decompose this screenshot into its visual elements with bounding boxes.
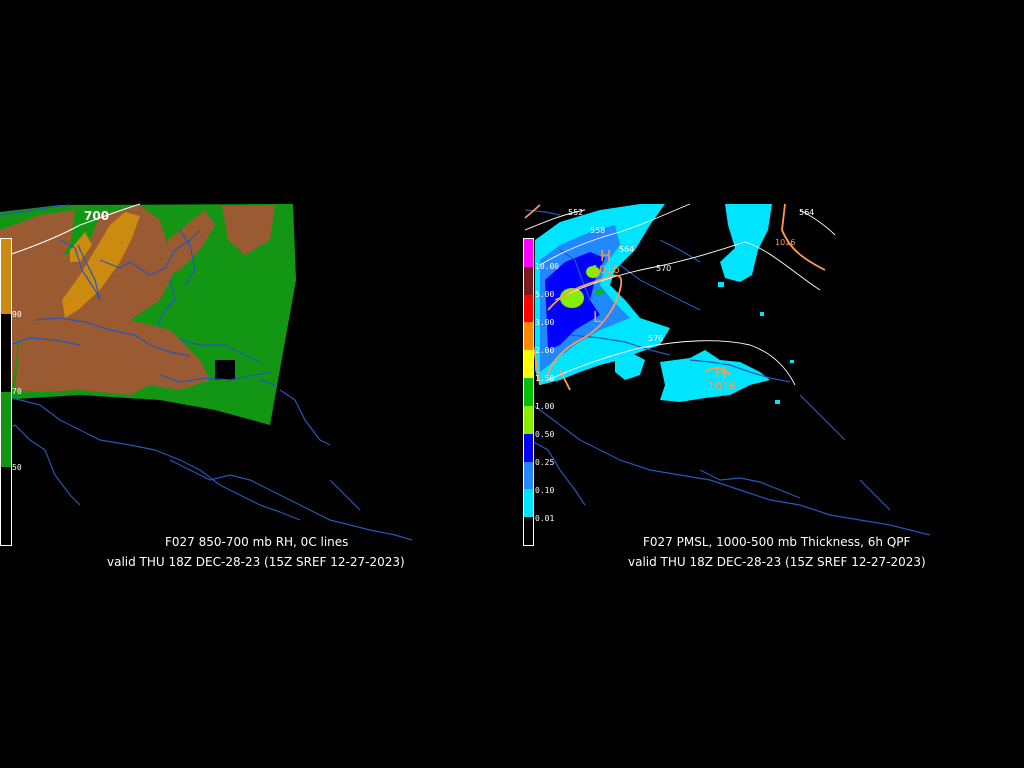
colorbar-swatch: [524, 350, 533, 379]
thickness-label-570: 570: [656, 264, 671, 273]
right-colorbar-label: 10.00: [535, 262, 560, 271]
rh-brown-ridge: [165, 210, 215, 275]
qpf-001-hispaniola: [660, 350, 770, 402]
left-colorbar-label-70: 70: [12, 387, 22, 396]
left-colorbar: [0, 238, 12, 546]
colorbar-swatch: [524, 489, 533, 518]
colorbar-swatch: [524, 239, 533, 267]
colorbar-swatch: [524, 378, 533, 406]
qpf-speck: [790, 360, 794, 363]
left-map-title: F027 850-700 mb RH, 0C lines: [165, 535, 349, 549]
colorbar-swatch: [524, 517, 533, 545]
right-colorbar-label: 0.25: [535, 458, 555, 467]
colorbar-swatch: [524, 405, 533, 434]
rh-brown-northeast: [222, 205, 275, 255]
thickness-label-558: 558: [590, 226, 605, 235]
right-colorbar-label: 0.10: [535, 486, 555, 495]
thickness-label-576: 576: [648, 334, 663, 343]
coastlines-left: [0, 204, 413, 541]
thickness-contours: [524, 203, 836, 386]
colorbar-swatch: [524, 461, 533, 490]
qpf-050-blob-2: [586, 266, 600, 278]
low-pressure-marker: L: [593, 308, 602, 326]
isobar-label-1016-south: 1016: [708, 380, 736, 393]
rh-brown-west: [0, 210, 75, 390]
isotherm-label-700: 700: [84, 209, 109, 223]
colorbar-swatch: [524, 433, 533, 462]
left-colorbar-label-90: 90: [12, 310, 22, 319]
qpf-001-cuba: [615, 352, 645, 380]
rh-moist-band: [62, 212, 140, 318]
right-colorbar-label: 2.00: [535, 346, 555, 355]
thickness-label-552: 552: [568, 208, 583, 217]
right-colorbar-label: 0.01: [535, 514, 555, 523]
thickness-label-564-east: 564: [799, 208, 814, 217]
qpf-speck: [760, 312, 764, 316]
right-colorbar-label: 3.00: [535, 318, 555, 327]
left-colorbar-label-50: 50: [12, 463, 22, 472]
high-pressure-marker: H: [600, 247, 611, 265]
right-colorbar-label: 1.00: [535, 402, 555, 411]
left-map-valid-time: valid THU 18Z DEC-28-23 (15Z SREF 12-27-…: [107, 555, 405, 569]
colorbar-swatch: [524, 322, 533, 351]
colorbar-swatch: [524, 266, 533, 295]
right-colorbar-label: 0.50: [535, 430, 555, 439]
right-map-title: F027 PMSL, 1000-500 mb Thickness, 6h QPF: [643, 535, 911, 549]
isobar-label-1016-north: 1016: [592, 263, 620, 276]
qpf-speck: [718, 282, 724, 287]
right-map-valid-time: valid THU 18Z DEC-28-23 (15Z SREF 12-27-…: [628, 555, 926, 569]
isobar-label-1016-east: 1016: [775, 238, 795, 247]
colorbar-swatch: [524, 294, 533, 323]
rh-brown-center: [15, 205, 210, 395]
qpf-field: [535, 204, 794, 404]
right-colorbar-label: 5.00: [535, 290, 555, 299]
rh-moist-band-2: [70, 232, 92, 262]
right-colorbar-label: 1.50: [535, 374, 555, 383]
thickness-label-564: 564: [619, 245, 634, 254]
rh-field: [0, 204, 296, 425]
qpf-100-spot: [596, 289, 604, 295]
rh-dry-patch: [215, 360, 235, 380]
zero-c-isotherm: [0, 203, 141, 259]
qpf-050-blob-1: [560, 288, 584, 308]
right-colorbar: [523, 238, 534, 546]
coastlines-right: [524, 209, 931, 536]
high-pressure-marker-south: H: [715, 364, 726, 382]
qpf-speck: [775, 400, 780, 404]
qpf-001-east: [720, 204, 772, 282]
